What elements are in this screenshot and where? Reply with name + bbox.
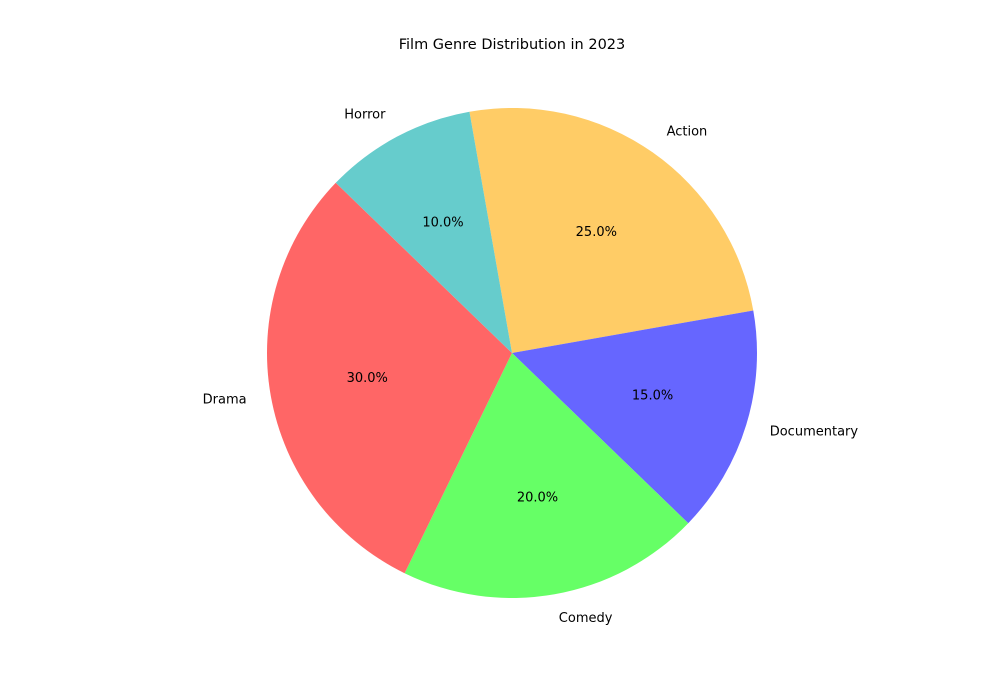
percent-drama: 30.0% <box>347 371 388 386</box>
label-action: Action <box>667 125 708 140</box>
percent-documentary: 15.0% <box>632 388 673 403</box>
slice-action <box>469 108 754 354</box>
slice-documentary <box>512 310 757 524</box>
label-horror: Horror <box>344 108 386 123</box>
percent-comedy: 20.0% <box>517 490 558 505</box>
slice-comedy <box>404 353 689 598</box>
label-documentary: Documentary <box>770 424 859 439</box>
label-comedy: Comedy <box>559 611 613 626</box>
label-drama: Drama <box>203 392 247 407</box>
percent-action: 25.0% <box>576 225 617 240</box>
chart-title: Film Genre Distribution in 2023 <box>399 37 626 53</box>
slice-drama <box>266 182 512 574</box>
pie-slices <box>266 108 757 598</box>
slice-horror <box>335 111 512 353</box>
percent-horror: 10.0% <box>422 216 463 231</box>
pie-labels: Action 25.0% Documentary 15.0% Comedy 20.0% Dr… <box>203 108 859 626</box>
